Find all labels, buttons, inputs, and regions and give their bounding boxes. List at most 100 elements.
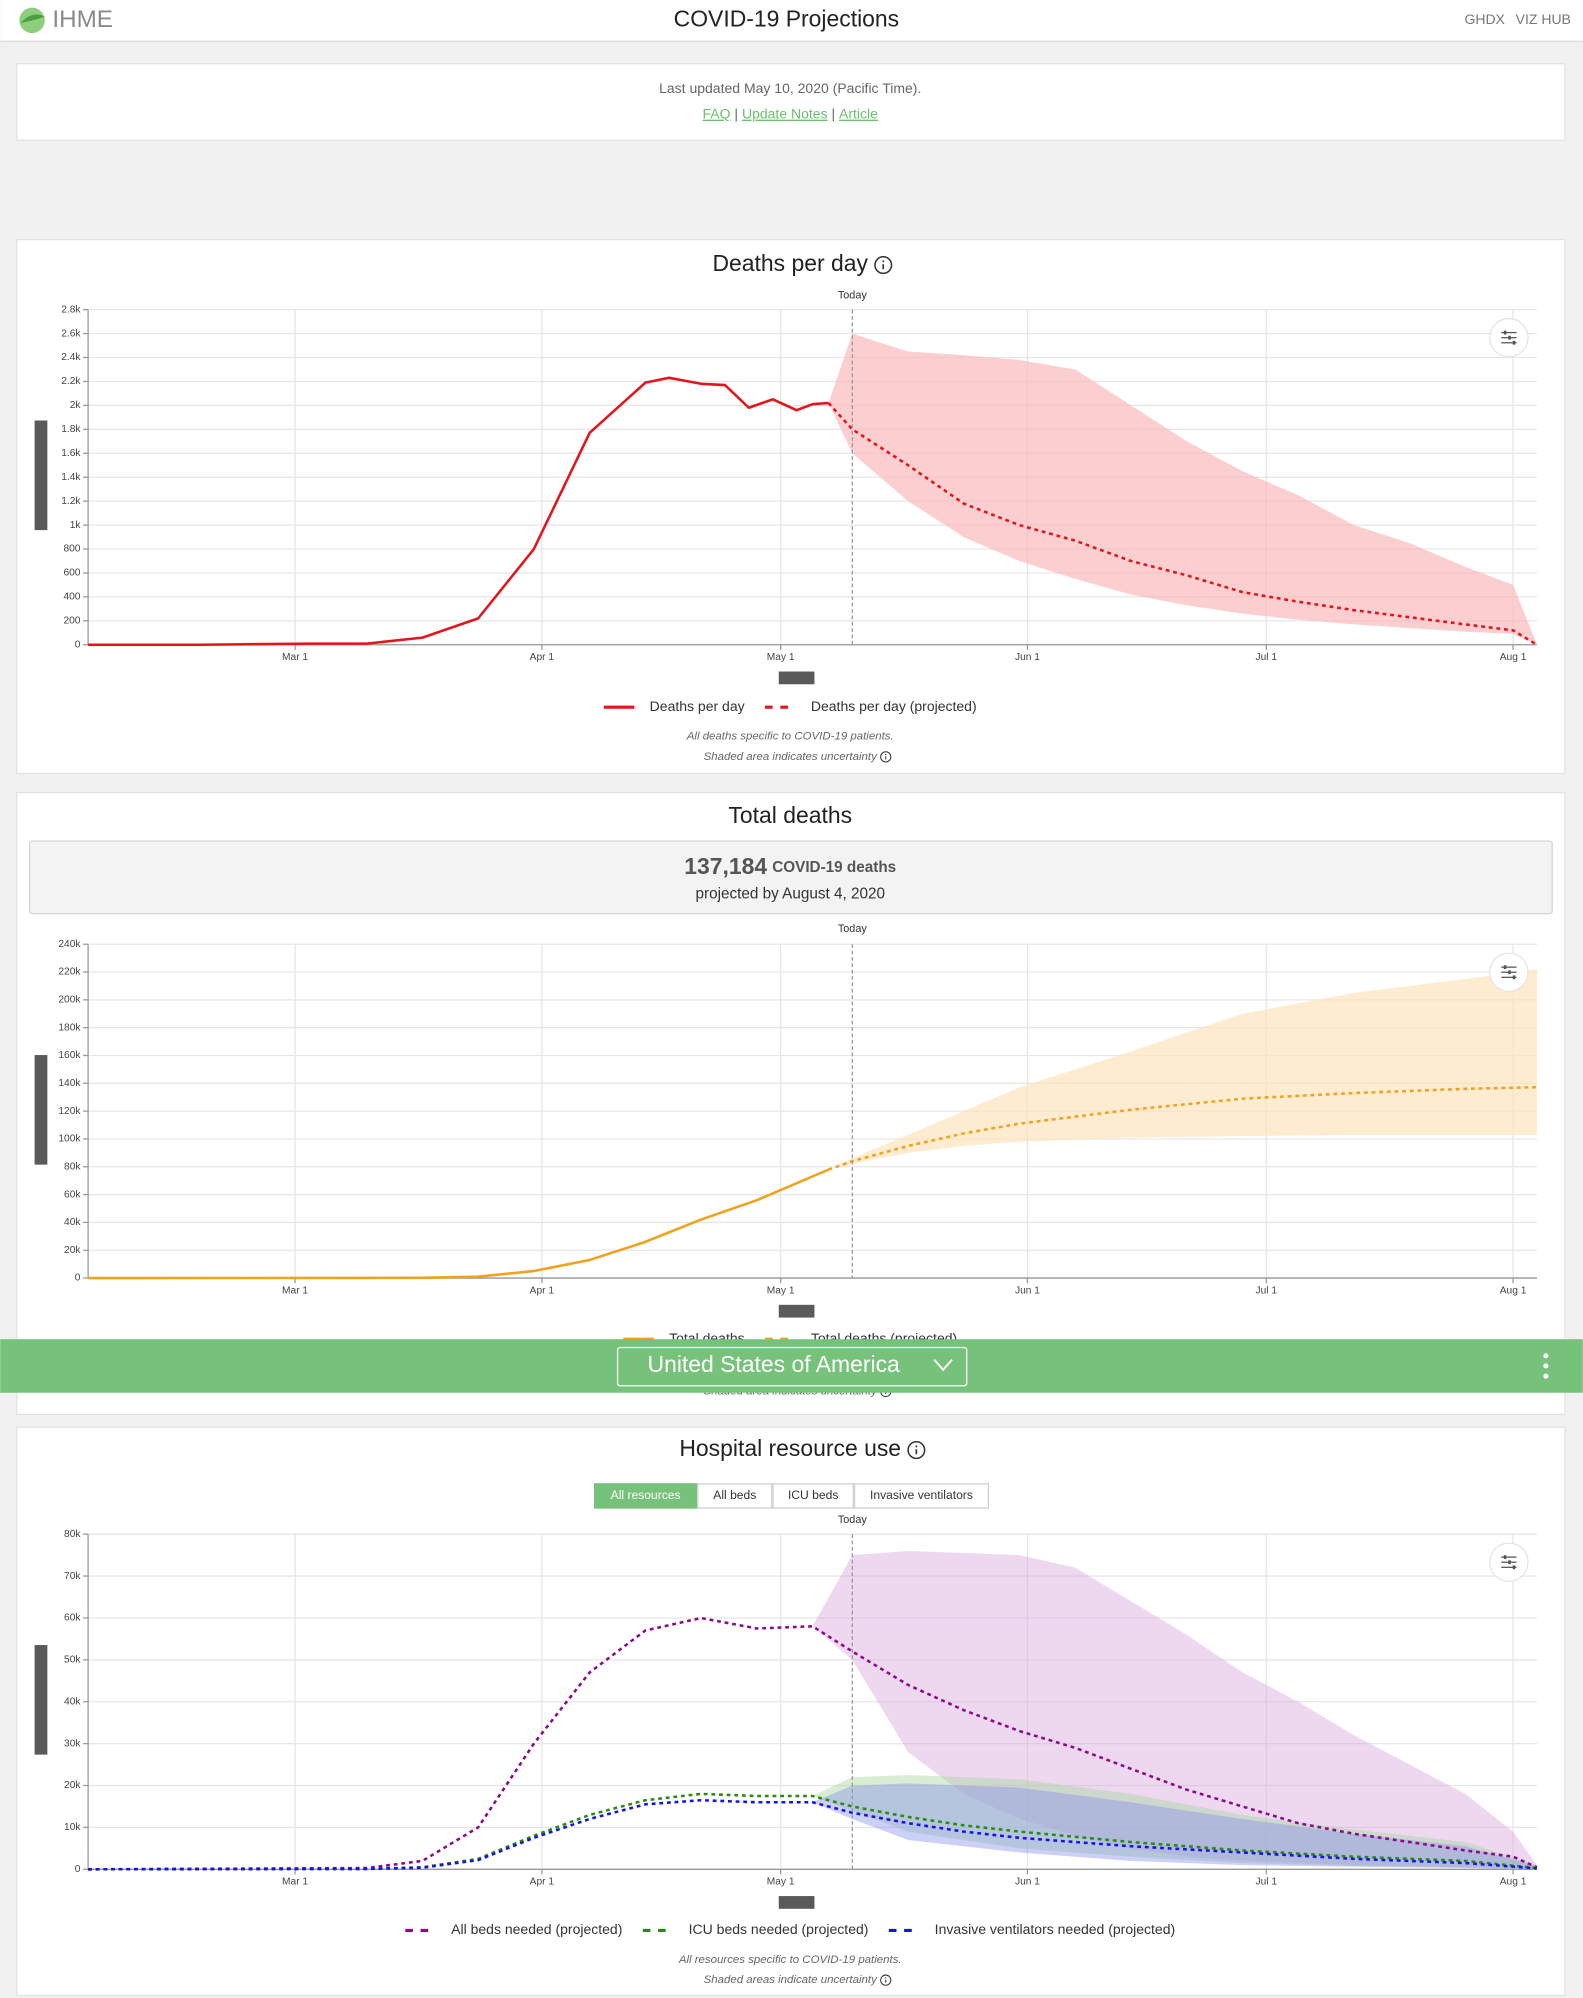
uncertainty-band xyxy=(828,969,1537,1170)
y-tick-label: 20k xyxy=(64,1245,81,1256)
nav-link[interactable]: VIZ HUB xyxy=(1516,11,1571,27)
y-tick-label: 1k xyxy=(70,520,82,531)
location-name[interactable]: United States of America xyxy=(648,1351,901,1377)
legend-item[interactable]: Deaths per day xyxy=(603,698,745,714)
x-tick-label: Apr 1 xyxy=(530,652,555,663)
legend-label: ICU beds needed (projected) xyxy=(689,1921,869,1937)
link[interactable]: Article xyxy=(839,105,878,121)
y-tick-label: 1.8k xyxy=(61,424,81,435)
range-handle[interactable] xyxy=(778,1896,815,1909)
y-tick-label: 2.4k xyxy=(61,352,81,363)
chart-note: Shaded area indicates uncertainty xyxy=(704,751,878,763)
y-tick-label: 800 xyxy=(63,544,80,555)
y-tick-label: 120k xyxy=(58,1106,81,1117)
legend-label: Deaths per day (projected) xyxy=(811,698,977,714)
tab-label[interactable]: All beds xyxy=(713,1488,756,1502)
info-icon[interactable] xyxy=(880,751,892,763)
menu-dot[interactable] xyxy=(1543,1363,1549,1369)
uncertainty-band xyxy=(828,333,1537,645)
x-tick-label: Jun 1 xyxy=(1015,1285,1040,1296)
y-tick-label: 20k xyxy=(64,1780,81,1791)
tab[interactable] xyxy=(593,1483,698,1509)
x-tick-label: Jul 1 xyxy=(1256,1285,1278,1296)
legend-item[interactable]: Deaths per day (projected) xyxy=(765,698,977,714)
menu-dot[interactable] xyxy=(1543,1353,1549,1359)
x-tick-label: Jul 1 xyxy=(1256,652,1278,663)
x-tick-label: Mar 1 xyxy=(282,1877,308,1888)
uncertainty-band xyxy=(812,1775,1537,1870)
series-line xyxy=(88,1168,829,1280)
x-tick-label: Mar 1 xyxy=(282,652,308,663)
y-tick-label: 60k xyxy=(64,1189,81,1200)
summary-note: projected by August 4, 2020 xyxy=(695,886,884,903)
tab-label[interactable]: Invasive ventilators xyxy=(870,1488,973,1502)
range-handle[interactable] xyxy=(778,671,815,685)
info-icon[interactable] xyxy=(880,1974,892,1986)
summary-headline: 137,184 COVID-19 deaths xyxy=(684,853,896,879)
y-tick-label: 0 xyxy=(75,1864,81,1875)
tab[interactable] xyxy=(772,1483,854,1509)
series-line xyxy=(88,376,829,647)
tab-label[interactable]: ICU beds xyxy=(788,1488,838,1502)
legend-item[interactable]: Invasive ventilators needed (projected) xyxy=(888,1921,1175,1937)
legend-item[interactable]: All beds needed (projected) xyxy=(405,1921,622,1937)
tab-label[interactable]: All resources xyxy=(611,1488,681,1502)
range-handle[interactable] xyxy=(778,1304,815,1318)
settings-knob xyxy=(1508,335,1511,340)
x-tick-label: Apr 1 xyxy=(530,1285,555,1296)
y-tick-label: 80k xyxy=(64,1529,81,1540)
y-tick-label: 200k xyxy=(58,995,81,1006)
y-tick-label: 40k xyxy=(64,1696,81,1707)
nav-link[interactable]: GHDX xyxy=(1464,11,1505,27)
chart-title: Total deaths xyxy=(728,802,852,828)
separator: | xyxy=(734,105,738,121)
dropdown-chevron[interactable] xyxy=(933,1358,953,1372)
card xyxy=(16,1426,1566,1997)
location-select[interactable] xyxy=(616,1346,968,1387)
y-tick-label: 80k xyxy=(64,1161,81,1172)
x-tick-label: Apr 1 xyxy=(530,1877,555,1888)
settings-knob xyxy=(1512,1565,1516,1570)
today-label: Today xyxy=(838,1514,867,1526)
info-icon-dot xyxy=(885,1977,887,1979)
x-tick-label: May 1 xyxy=(767,1285,795,1296)
link[interactable]: FAQ xyxy=(703,105,731,121)
y-tick-label: 1.2k xyxy=(61,496,81,507)
charts: Deaths per day 0 200 400 600 800 1k 1.2k 1.4k 1.6… xyxy=(16,238,1566,1997)
y-tick-label: 60k xyxy=(64,1613,81,1624)
legend-label: Deaths per day xyxy=(650,698,745,714)
axis-label-placeholder xyxy=(34,1055,48,1165)
notice-links: FAQ | Update Notes | Article xyxy=(703,105,879,121)
y-tick-label: 160k xyxy=(58,1050,81,1061)
x-tick-label: Mar 1 xyxy=(282,1285,308,1296)
x-tick-label: Jun 1 xyxy=(1015,652,1040,663)
y-tick-label: 70k xyxy=(64,1571,81,1582)
series-line xyxy=(828,1085,1537,1171)
series-line xyxy=(827,402,1538,646)
summary-value: 137,184 xyxy=(684,853,767,879)
tab[interactable] xyxy=(697,1483,773,1509)
y-tick-label: 30k xyxy=(64,1738,81,1749)
y-tick-label: 10k xyxy=(64,1822,81,1833)
info-icon-dot xyxy=(915,1445,918,1448)
card xyxy=(16,238,1566,775)
info-icon-dot xyxy=(885,753,887,756)
chart-note: Shaded areas indicate uncertainty xyxy=(704,1974,878,1986)
menu-dot[interactable] xyxy=(1543,1373,1549,1379)
settings-knob xyxy=(1503,965,1507,970)
legend-item[interactable]: ICU beds needed (projected) xyxy=(642,1921,869,1937)
tab[interactable] xyxy=(853,1483,990,1509)
chart-card: Total deaths 137,184 COVID-19 deaths projec… xyxy=(16,791,1566,1416)
x-tick-label: Aug 1 xyxy=(1500,652,1527,663)
header: IHME COVID-19 Projections GHDX VIZ HUB xyxy=(0,0,1583,43)
info-icon[interactable] xyxy=(907,1441,926,1460)
info-icon-dot xyxy=(882,260,885,263)
uncertainty-band xyxy=(812,1550,1537,1870)
axis-label-placeholder xyxy=(34,420,48,531)
y-tick-label: 2k xyxy=(70,400,82,411)
chart-title: Hospital resource use xyxy=(679,1435,901,1461)
info-icon[interactable] xyxy=(874,255,893,275)
y-tick-label: 240k xyxy=(58,939,81,950)
link[interactable]: Update Notes xyxy=(742,105,828,121)
logo-text[interactable]: IHME xyxy=(52,6,113,33)
